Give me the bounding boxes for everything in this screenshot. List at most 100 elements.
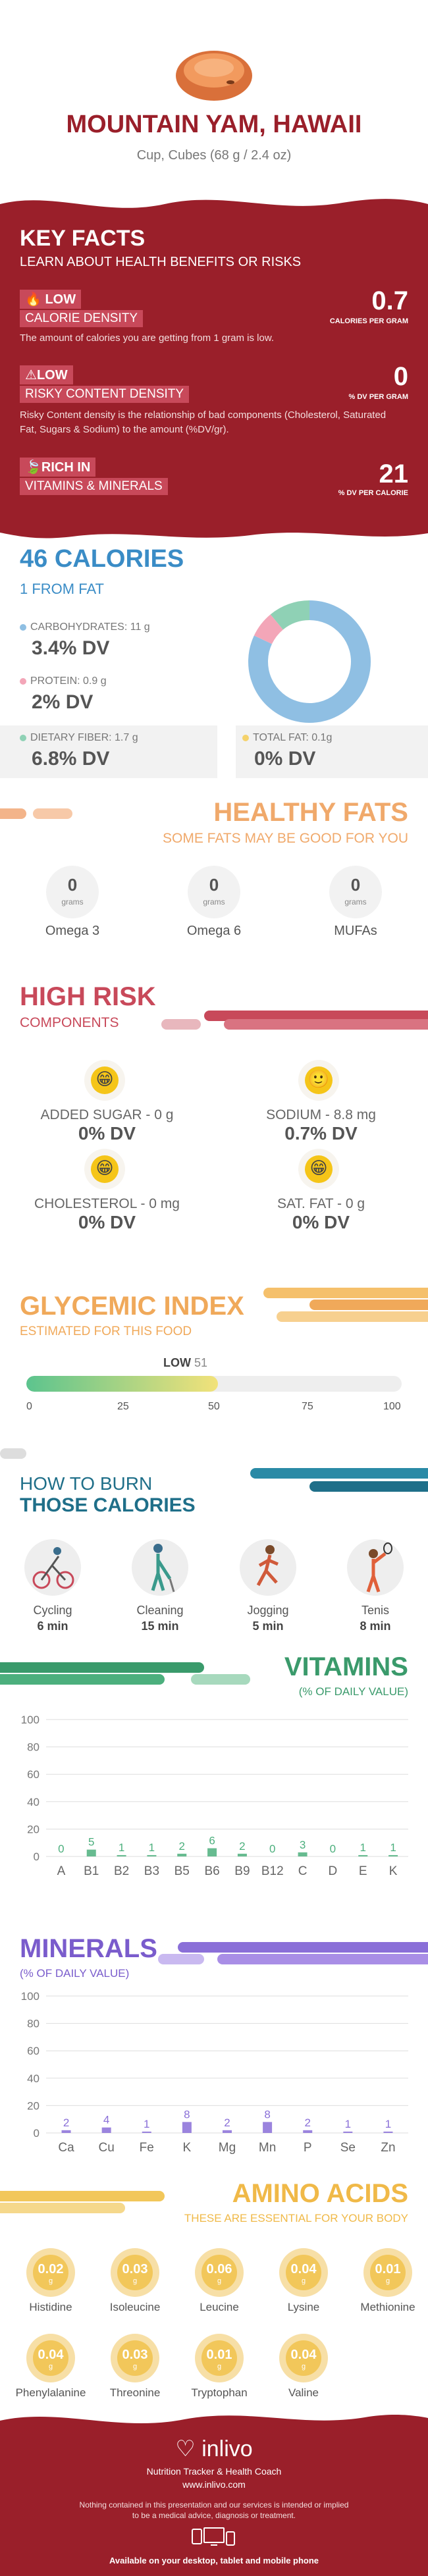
key-facts-wave-top — [0, 199, 428, 217]
risk-dv: 0% DV — [78, 1212, 136, 1232]
glycemic-subtitle: ESTIMATED FOR THIS FOOD — [20, 1325, 192, 1338]
bar-value-label: 2 — [239, 1840, 245, 1853]
x-tick-label: B5 — [174, 1864, 190, 1878]
bar-value-label: 1 — [144, 2118, 149, 2130]
amino-name: Phenylalanine — [15, 2386, 86, 2399]
amino-item: 0.06 g Leucine — [195, 2248, 244, 2321]
vitamins-minerals-level: 🍃RICH IN — [20, 458, 96, 477]
y-tick-label: 80 — [27, 2018, 40, 2030]
amino-value: 0.02 — [38, 2262, 64, 2276]
glycemic-tick: 100 — [383, 1401, 401, 1412]
fat-value: 0 — [209, 875, 219, 895]
vitamins-chart: 100 80 60 40 20 0 0 A 5 B1 1 B2 1 B3 2 B5 6 B6 2 B9 0 B12 3 C 0 D… — [21, 1714, 408, 1878]
burn-activity-time: 15 min — [141, 1619, 179, 1633]
glycemic-readout: LOW 51 — [163, 1356, 207, 1370]
amino-title: AMINO ACIDS — [232, 2179, 408, 2208]
devices-icon — [192, 2527, 235, 2546]
amino-unit: g — [217, 2363, 222, 2371]
vitamins-minerals-label: VITAMINS & MINERALS — [20, 478, 168, 495]
bar-zn — [383, 2131, 393, 2133]
y-tick-label: 0 — [34, 2127, 40, 2140]
burn-item-jogging: Jogging 5 min — [232, 1539, 304, 1638]
x-tick-label: B9 — [234, 1864, 250, 1878]
risk-label: SODIUM - 8.8 mg — [266, 1107, 376, 1122]
bar-value-label: 0 — [330, 1843, 336, 1855]
risk-item-cholesterol: 😁 CHOLESTEROL - 0 mg 0% DV — [0, 1149, 214, 1232]
x-tick-label: P — [304, 2141, 312, 2155]
glycemic-tick: 50 — [208, 1401, 220, 1412]
footer-available: Available on your desktop, tablet and mo… — [109, 2556, 319, 2565]
amino-value: 0.01 — [375, 2262, 401, 2276]
calorie-density-level: 🔥 LOW — [20, 290, 82, 309]
glycemic-level: LOW — [163, 1356, 191, 1369]
burn-activity-name: Tenis — [361, 1604, 390, 1617]
x-tick-label: C — [298, 1864, 308, 1878]
amino-section: AMINO ACIDS THESE ARE ESSENTIAL FOR YOUR… — [0, 2179, 428, 2399]
y-tick-label: 100 — [21, 1714, 40, 1726]
amino-unit: g — [132, 2277, 138, 2285]
x-tick-label: Zn — [381, 2141, 395, 2155]
y-tick-label: 100 — [21, 1990, 40, 2003]
burn-item-cleaning: Cleaning 15 min — [124, 1539, 196, 1638]
x-tick-label: Mn — [259, 2141, 276, 2155]
protein-dv: 2% DV — [32, 691, 94, 713]
vitamins-minerals-value: 21 — [379, 460, 409, 488]
amino-value: 0.04 — [290, 2348, 317, 2362]
donut-slice-fiber — [270, 600, 310, 630]
fiber-block: DIETARY FIBER: 1.7 g 6.8% DV — [0, 725, 217, 778]
burn-title-line1: HOW TO BURN — [20, 1473, 153, 1494]
x-tick-label: K — [183, 2141, 192, 2155]
fat-name: Omega 3 — [45, 924, 100, 938]
x-tick-label: Cu — [99, 2141, 115, 2155]
amino-value: 0.04 — [290, 2262, 317, 2276]
amino-name: Valine — [288, 2386, 319, 2399]
brand-logo: ♡ inlivo — [175, 2436, 253, 2461]
burn-activity-name: Cycling — [33, 1604, 72, 1617]
risk-dv: 0% DV — [292, 1212, 350, 1232]
glycemic-section: GLYCEMIC INDEX ESTIMATED FOR THIS FOOD L… — [0, 1284, 428, 1442]
x-tick-label: B2 — [114, 1864, 129, 1878]
bar-p — [303, 2130, 313, 2133]
amino-value: 0.01 — [206, 2348, 232, 2362]
y-tick-label: 60 — [27, 1768, 40, 1781]
x-tick-label: Se — [340, 2141, 356, 2155]
healthy-fats-section: HEALTHY FATS SOME FATS MAY BE GOOD FOR Y… — [0, 790, 428, 961]
calorie-density-value: 0.7 — [371, 286, 408, 315]
jogging-icon — [256, 1545, 279, 1587]
x-tick-label: B1 — [84, 1864, 99, 1878]
bar-b6 — [207, 1848, 217, 1856]
x-tick-label: E — [359, 1864, 367, 1878]
grin-icon: 😁 — [309, 1158, 328, 1178]
calories-section: 46 CALORIES 1 FROM FAT CARBOHYDRATES: 11… — [0, 540, 428, 790]
amino-unit: g — [217, 2277, 222, 2285]
bar-value-label: 2 — [304, 2116, 310, 2129]
healthy-fats-title: HEALTHY FATS — [213, 798, 408, 827]
donut-slice-protein — [254, 614, 284, 644]
y-tick-label: 20 — [27, 1823, 40, 1835]
bar-b1 — [86, 1849, 96, 1856]
footer-url[interactable]: www.inlivo.com — [182, 2479, 246, 2490]
burn-item-cycling: Cycling 6 min — [16, 1539, 89, 1638]
glycemic-value: 51 — [194, 1356, 208, 1369]
warning-icon: ⚠ — [25, 368, 37, 382]
cleaning-icon — [151, 1544, 175, 1592]
bar-value-label: 5 — [88, 1836, 94, 1849]
healthy-fats-subtitle: SOME FATS MAY BE GOOD FOR YOU — [162, 831, 408, 846]
bar-c — [298, 1852, 308, 1856]
amino-value: 0.03 — [122, 2262, 148, 2276]
bar-value-label: 2 — [63, 2116, 69, 2129]
bar-value-label: 2 — [179, 1840, 185, 1853]
bar-value-label: 1 — [345, 2118, 351, 2130]
y-tick-label: 80 — [27, 1741, 40, 1754]
fat-label: TOTAL FAT: 0.1g — [253, 732, 333, 743]
bar-b3 — [147, 1854, 157, 1856]
amino-name: Methionine — [360, 2301, 415, 2313]
calorie-density-label: CALORIE DENSITY — [20, 310, 144, 327]
bar-fe — [142, 2131, 151, 2133]
key-facts-subtitle: LEARN ABOUT HEALTH BENEFITS OR RISKS — [20, 255, 302, 269]
fat-block: TOTAL FAT: 0.1g 0% DV — [236, 725, 428, 778]
fat-item-mufas: 0 grams MUFAs — [329, 866, 382, 951]
yam-image — [176, 51, 252, 101]
heart-icon: ♡ — [175, 2436, 196, 2461]
fat-dot — [242, 734, 249, 741]
